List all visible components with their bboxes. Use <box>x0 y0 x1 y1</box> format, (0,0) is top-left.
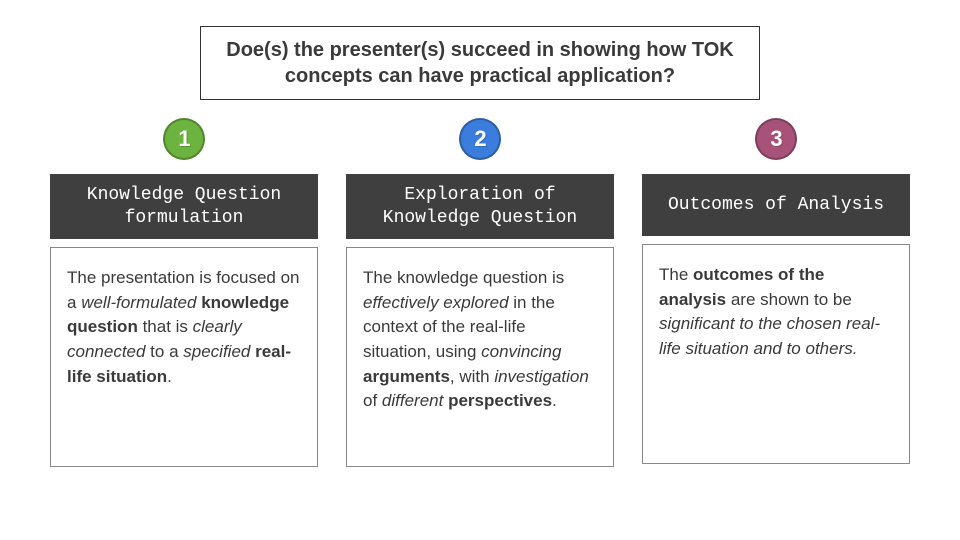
column-1-title-text: Knowledge Question formulation <box>58 184 310 229</box>
column-2: 2 Exploration of Knowledge Question The … <box>346 118 614 467</box>
badge-3-number: 3 <box>770 126 781 152</box>
badge-2-number: 2 <box>474 126 485 152</box>
column-1-body: The presentation is focused on a well-fo… <box>50 247 318 467</box>
column-2-title-text: Exploration of Knowledge Question <box>354 184 606 229</box>
badge-1: 1 <box>163 118 205 160</box>
main-question-text: Doe(s) the presenter(s) succeed in showi… <box>226 39 734 87</box>
main-question-box: Doe(s) the presenter(s) succeed in showi… <box>200 26 760 100</box>
badge-1-number: 1 <box>178 126 189 152</box>
column-3: 3 Outcomes of Analysis The outcomes of t… <box>642 118 910 467</box>
column-1-title: Knowledge Question formulation <box>50 174 318 239</box>
column-3-body: The outcomes of the analysis are shown t… <box>642 244 910 464</box>
column-2-title: Exploration of Knowledge Question <box>346 174 614 239</box>
column-1: 1 Knowledge Question formulation The pre… <box>50 118 318 467</box>
column-3-title: Outcomes of Analysis <box>642 174 910 236</box>
columns-container: 1 Knowledge Question formulation The pre… <box>50 118 910 467</box>
badge-3: 3 <box>755 118 797 160</box>
badge-2: 2 <box>459 118 501 160</box>
column-3-title-text: Outcomes of Analysis <box>668 194 884 217</box>
column-2-body: The knowledge question is effectively ex… <box>346 247 614 467</box>
